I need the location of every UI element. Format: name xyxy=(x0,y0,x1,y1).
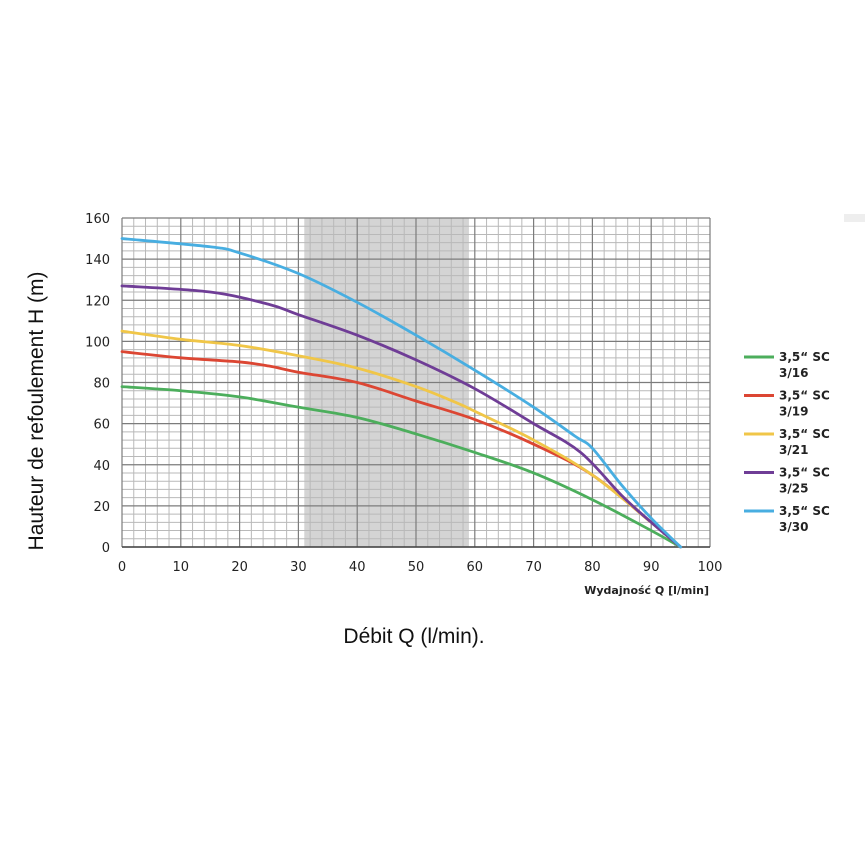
legend-label: 3/21 xyxy=(779,443,808,457)
x-axis-label: Wydajność Q [l/min] xyxy=(584,584,709,597)
legend-label: 3,5“ SC xyxy=(779,427,830,441)
legend-label: 3/19 xyxy=(779,405,808,419)
x-tick-label: 40 xyxy=(349,560,366,575)
y-tick-label: 0 xyxy=(102,541,110,556)
series-line-3-16 xyxy=(120,385,682,549)
x-tick-label: 10 xyxy=(173,560,190,575)
y-tick-label: 60 xyxy=(93,418,110,433)
legend: 3,5“ SC 3/16 3,5“ SC 3/19 3,5“ SC 3/21 3,5“ SC… xyxy=(744,350,830,534)
y-tick-label: 40 xyxy=(93,459,110,474)
y-tick-label: 160 xyxy=(85,212,110,227)
y-tick-label: 80 xyxy=(93,377,110,392)
legend-label: 3,5“ SC xyxy=(779,466,830,480)
y-tick-label: 140 xyxy=(85,253,110,268)
x-tick-label: 0 xyxy=(118,560,126,575)
legend-label: 3,5“ SC xyxy=(779,350,830,364)
x-tick-label: 70 xyxy=(525,560,542,575)
y-tick-label: 100 xyxy=(85,335,110,350)
legend-label: 3,5“ SC xyxy=(779,504,830,518)
caption: Débit Q (l/min). xyxy=(343,625,484,648)
corner-mark xyxy=(844,214,865,222)
y-tick-label: 20 xyxy=(93,500,110,515)
legend-label: 3,5“ SC xyxy=(779,389,830,403)
x-tick-label: 90 xyxy=(643,560,660,575)
series-line-3-25 xyxy=(120,284,682,549)
series-line-3-30 xyxy=(120,237,682,549)
x-tick-label: 20 xyxy=(231,560,248,575)
legend-label: 3/25 xyxy=(779,482,808,496)
legend-label: 3/16 xyxy=(779,366,808,380)
series-lines xyxy=(120,237,682,549)
legend-label: 3/30 xyxy=(779,520,808,534)
x-tick-label: 100 xyxy=(698,560,723,575)
x-tick-label: 80 xyxy=(584,560,601,575)
y-axis-label: Hauteur de refoulement H (m) xyxy=(25,272,48,551)
y-tick-labels: 0 20 40 60 80 100 120 140 160 xyxy=(85,212,110,556)
x-tick-label: 50 xyxy=(408,560,425,575)
x-tick-label: 60 xyxy=(467,560,484,575)
series-line-3-21 xyxy=(120,329,682,549)
major-grid xyxy=(121,217,711,548)
y-tick-label: 120 xyxy=(85,294,110,309)
x-tick-labels: 0 10 20 30 40 50 60 70 80 90 100 xyxy=(118,560,723,575)
x-tick-label: 30 xyxy=(290,560,307,575)
